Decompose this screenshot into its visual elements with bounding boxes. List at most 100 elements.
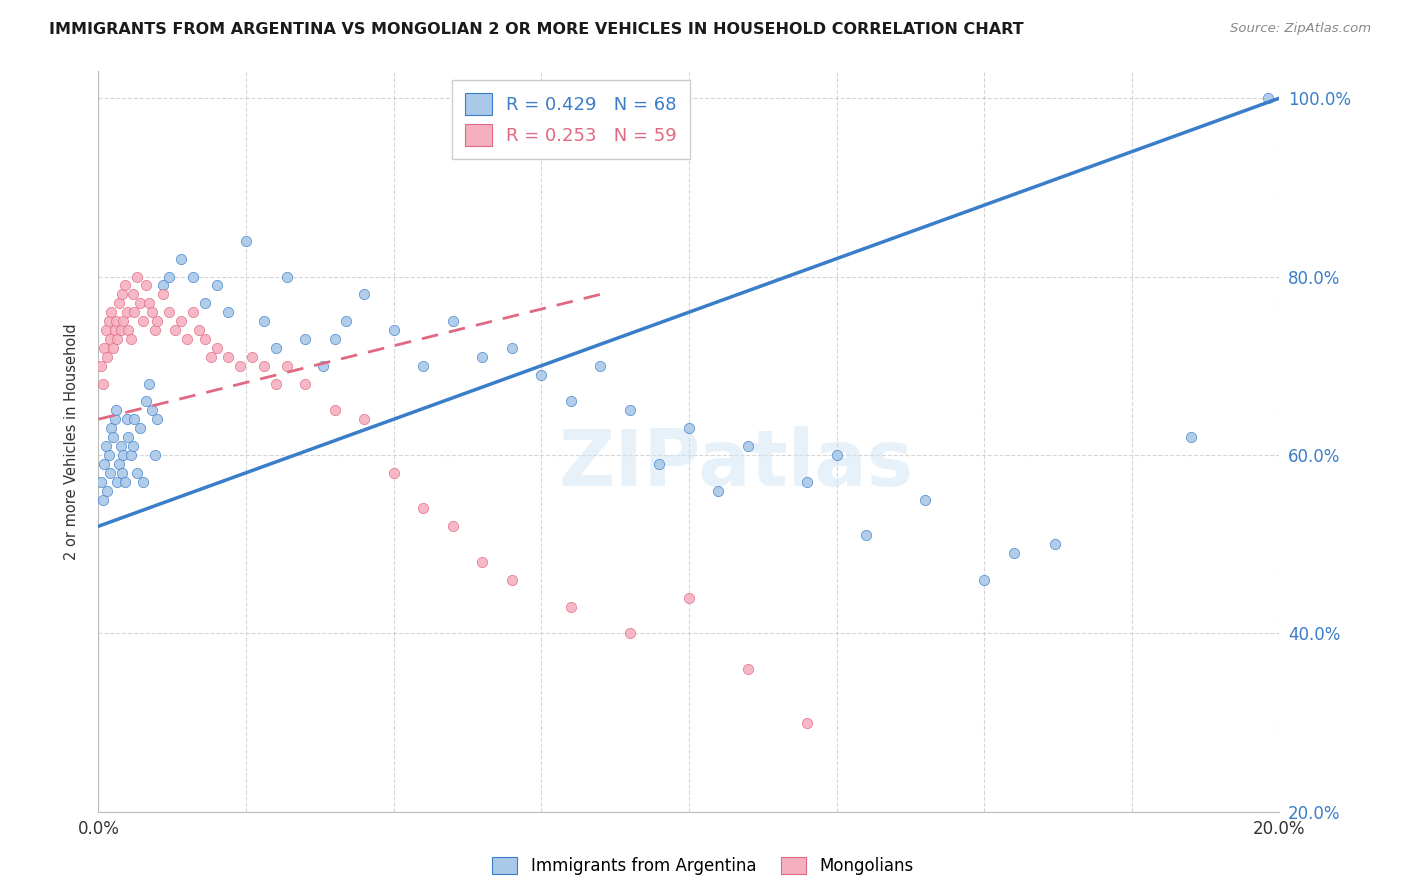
Point: [194, 332, 217, 346]
Point: [335, 314, 357, 328]
Point: [176, 332, 198, 346]
Point: [94, 323, 117, 337]
Point: [205, 278, 228, 293]
Point: [98, 314, 121, 328]
Point: [855, 528, 877, 542]
Point: [96, 483, 118, 498]
Point: [294, 376, 316, 391]
Point: [104, 323, 127, 337]
Point: [323, 403, 346, 417]
Point: [412, 359, 434, 373]
Legend: R = 0.429   N = 68, R = 0.253   N = 59: R = 0.429 N = 68, R = 0.253 N = 59: [453, 80, 689, 159]
Point: [678, 421, 700, 435]
Point: [157, 269, 180, 284]
Point: [1043, 537, 1066, 551]
Point: [187, 323, 209, 337]
Point: [276, 359, 298, 373]
Point: [707, 483, 730, 498]
Point: [91, 376, 114, 391]
Point: [1180, 430, 1202, 444]
Point: [181, 269, 204, 284]
Point: [560, 394, 582, 409]
Point: [125, 466, 148, 480]
Point: [104, 412, 127, 426]
Point: [412, 501, 434, 516]
Point: [110, 439, 132, 453]
Point: [117, 430, 139, 444]
Point: [501, 341, 523, 355]
Point: [276, 269, 298, 284]
Point: [914, 492, 936, 507]
Point: [264, 341, 287, 355]
Point: [120, 332, 142, 346]
Point: [105, 475, 128, 489]
Point: [125, 269, 148, 284]
Point: [128, 296, 150, 310]
Point: [312, 359, 335, 373]
Point: [108, 296, 131, 310]
Point: [112, 448, 135, 462]
Point: [110, 323, 132, 337]
Point: [441, 519, 464, 533]
Point: [217, 350, 239, 364]
Point: [648, 457, 671, 471]
Point: [165, 323, 187, 337]
Point: [264, 376, 287, 391]
Text: IMMIGRANTS FROM ARGENTINA VS MONGOLIAN 2 OR MORE VEHICLES IN HOUSEHOLD CORRELATI: IMMIGRANTS FROM ARGENTINA VS MONGOLIAN 2…: [49, 22, 1024, 37]
Point: [135, 394, 157, 409]
Point: [94, 439, 117, 453]
Point: [235, 234, 257, 248]
Text: ZIPatlas: ZIPatlas: [558, 425, 914, 502]
Point: [138, 376, 160, 391]
Point: [103, 341, 125, 355]
Legend: Immigrants from Argentina, Mongolians: Immigrants from Argentina, Mongolians: [485, 850, 921, 882]
Point: [737, 662, 759, 676]
Point: [121, 439, 143, 453]
Point: [471, 350, 494, 364]
Point: [589, 359, 612, 373]
Point: [98, 448, 121, 462]
Point: [105, 403, 128, 417]
Point: [825, 448, 848, 462]
Point: [143, 448, 166, 462]
Point: [796, 475, 818, 489]
Point: [678, 591, 700, 605]
Point: [619, 626, 641, 640]
Point: [253, 359, 276, 373]
Point: [200, 350, 222, 364]
Point: [93, 341, 115, 355]
Point: [115, 412, 138, 426]
Point: [93, 457, 115, 471]
Point: [1002, 546, 1025, 560]
Point: [973, 573, 995, 587]
Point: [132, 314, 155, 328]
Point: [117, 323, 139, 337]
Point: [382, 323, 405, 337]
Point: [501, 573, 523, 587]
Point: [103, 430, 125, 444]
Point: [240, 350, 263, 364]
Point: [560, 599, 582, 614]
Point: [737, 439, 759, 453]
Point: [111, 466, 134, 480]
Point: [141, 305, 163, 319]
Point: [122, 412, 145, 426]
Point: [100, 305, 122, 319]
Point: [115, 305, 138, 319]
Point: [120, 448, 142, 462]
Point: [294, 332, 316, 346]
Point: [91, 492, 114, 507]
Point: [111, 287, 134, 301]
Point: [217, 305, 239, 319]
Point: [146, 412, 169, 426]
Point: [170, 252, 193, 266]
Point: [530, 368, 553, 382]
Point: [143, 323, 166, 337]
Point: [152, 287, 174, 301]
Point: [194, 296, 217, 310]
Point: [138, 296, 160, 310]
Point: [323, 332, 346, 346]
Point: [114, 475, 136, 489]
Point: [353, 412, 375, 426]
Point: [105, 314, 128, 328]
